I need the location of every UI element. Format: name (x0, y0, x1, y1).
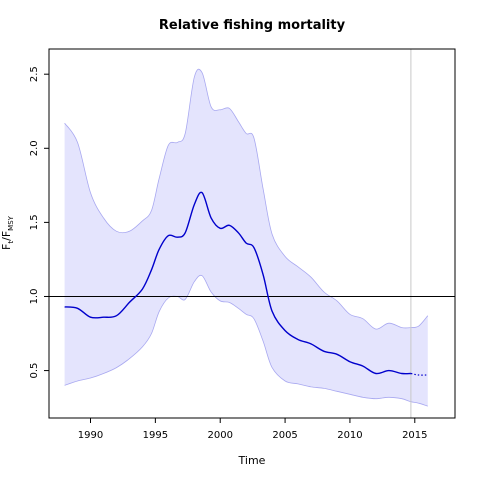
chart-title: Relative fishing mortality (159, 18, 346, 33)
x-tick-label-2015: 2015 (402, 430, 427, 441)
upper-bound-line (64, 68, 429, 330)
plot-frame (48, 48, 456, 419)
y-axis-label: Ft/FMSY (0, 215, 15, 250)
median-line (64, 191, 411, 375)
y-label-sub-msy: MSY (7, 215, 15, 230)
lower-bound-line (64, 274, 428, 407)
y-tick-label-1.5: 1.5 (29, 214, 40, 230)
x-tick-label-2000: 2000 (207, 430, 232, 441)
x-tick-label-1990: 1990 (78, 430, 103, 441)
confidence-band (64, 69, 428, 407)
x-tick-label-2010: 2010 (337, 430, 362, 441)
y-label-f: F (0, 244, 13, 250)
x-tick-label-2005: 2005 (272, 430, 297, 441)
y-label-sub-t: t (7, 241, 15, 244)
projection-line (410, 372, 428, 376)
x-tick-label-1995: 1995 (143, 430, 168, 441)
y-tick-label-0.5: 0.5 (29, 363, 40, 379)
x-axis-label: Time (238, 454, 266, 467)
plot-area (49, 49, 455, 418)
y-tick-label-2.5: 2.5 (29, 66, 40, 82)
y-tick-label-2.0: 2.0 (29, 140, 40, 156)
y-label-slash-f: /F (0, 231, 13, 241)
x-axis: 1990 1995 2000 2005 2010 2015 (78, 418, 428, 441)
y-axis: 0.5 1.0 1.5 2.0 2.5 (29, 66, 49, 379)
y-tick-label-1.0: 1.0 (29, 289, 40, 305)
